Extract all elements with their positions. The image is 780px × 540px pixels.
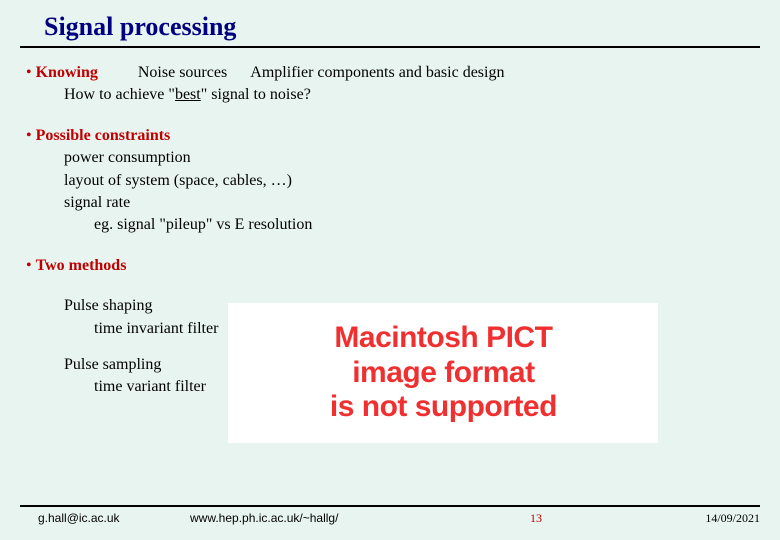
method-2-sub: time variant filter bbox=[20, 376, 218, 398]
constraints-subitem: eg. signal "pileup" vs E resolution bbox=[20, 214, 760, 236]
section-knowing: • Knowing Noise sources Amplifier compon… bbox=[20, 62, 760, 107]
constraints-item: layout of system (space, cables, …) bbox=[20, 170, 760, 192]
section-constraints: • Possible constraints power consumption… bbox=[20, 125, 760, 237]
footer-url: www.hep.ph.ic.ac.uk/~hallg/ bbox=[150, 511, 530, 526]
methods-list: Pulse shaping time invariant filter Puls… bbox=[20, 295, 218, 399]
knowing-rest2: Amplifier components and basic design bbox=[250, 64, 504, 81]
section-methods-head: • Two methods bbox=[20, 255, 760, 277]
knowing-rest1: Noise sources bbox=[138, 64, 227, 81]
pict-line: image format bbox=[352, 356, 534, 391]
slide-container: Signal processing • Knowing Noise source… bbox=[0, 0, 780, 540]
constraints-item: power consumption bbox=[20, 147, 760, 169]
spacer bbox=[20, 340, 218, 354]
pict-line: is not supported bbox=[330, 390, 557, 425]
pict-line: Macintosh PICT bbox=[334, 321, 552, 356]
bullet-icon: • bbox=[26, 127, 36, 144]
bullet-icon: • bbox=[26, 257, 36, 274]
slide-content: • Knowing Noise sources Amplifier compon… bbox=[20, 62, 760, 443]
footer-row: g.hall@ic.ac.uk www.hep.ph.ic.ac.uk/~hal… bbox=[20, 511, 760, 526]
pict-placeholder: Macintosh PICT image format is not suppo… bbox=[228, 303, 658, 443]
constraints-item: signal rate bbox=[20, 192, 760, 214]
methods-row: Pulse shaping time invariant filter Puls… bbox=[20, 295, 760, 443]
footer-page: 13 bbox=[530, 511, 650, 526]
slide-title: Signal processing bbox=[20, 12, 760, 46]
footer-rule bbox=[20, 505, 760, 507]
method-1: Pulse shaping bbox=[20, 295, 218, 317]
constraints-head: Possible constraints bbox=[36, 127, 171, 144]
knowing-line2: How to achieve "best" signal to noise? bbox=[20, 84, 760, 106]
knowing-l2b: " signal to noise? bbox=[201, 86, 311, 103]
method-2: Pulse sampling bbox=[20, 354, 218, 376]
knowing-line1: • Knowing Noise sources Amplifier compon… bbox=[20, 62, 760, 84]
methods-head: Two methods bbox=[36, 257, 127, 274]
bullet-icon: • bbox=[26, 64, 36, 81]
title-rule bbox=[20, 46, 760, 48]
footer-email: g.hall@ic.ac.uk bbox=[20, 511, 150, 526]
constraints-head-line: • Possible constraints bbox=[20, 125, 760, 147]
knowing-head: Knowing bbox=[36, 64, 98, 81]
methods-head-line: • Two methods bbox=[20, 255, 760, 277]
knowing-l2a: How to achieve " bbox=[64, 86, 175, 103]
knowing-l2u: best bbox=[175, 86, 201, 103]
method-1-sub: time invariant filter bbox=[20, 318, 218, 340]
slide-footer: g.hall@ic.ac.uk www.hep.ph.ic.ac.uk/~hal… bbox=[20, 505, 760, 526]
footer-date: 14/09/2021 bbox=[650, 511, 760, 526]
